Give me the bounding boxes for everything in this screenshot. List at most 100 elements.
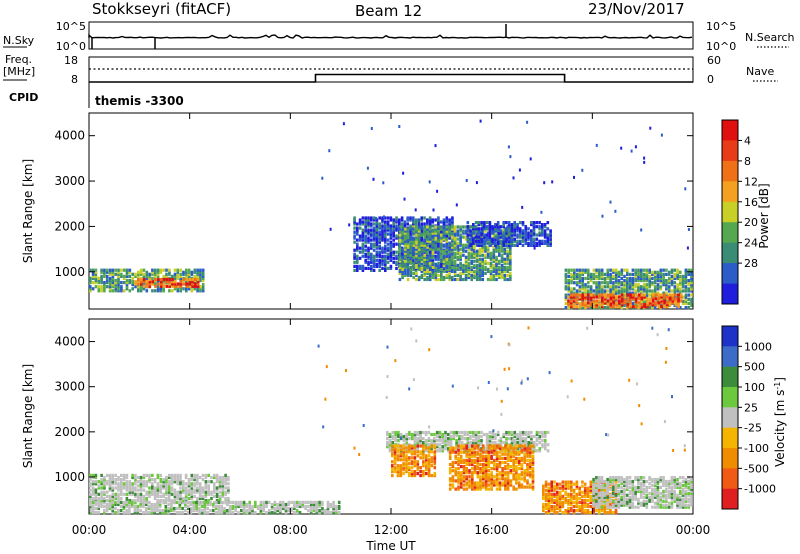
data-cell xyxy=(165,484,168,488)
data-cell xyxy=(378,258,381,262)
scatter-cell xyxy=(329,227,332,231)
data-cell xyxy=(512,485,515,489)
data-cell xyxy=(224,475,227,480)
data-cell xyxy=(108,270,112,274)
data-cell xyxy=(178,511,182,515)
data-cell xyxy=(206,500,209,504)
data-cell xyxy=(584,293,587,297)
data-cell xyxy=(307,509,310,513)
data-cell xyxy=(475,273,479,277)
data-cell xyxy=(209,509,212,513)
data-cell xyxy=(165,496,168,501)
data-cell xyxy=(410,452,414,456)
data-cell xyxy=(486,255,490,259)
data-cell xyxy=(587,295,590,299)
data-cell xyxy=(603,281,607,285)
data-cell xyxy=(475,243,479,247)
data-cell xyxy=(398,259,402,263)
data-cell xyxy=(454,446,457,450)
data-cell xyxy=(386,256,390,260)
data-cell xyxy=(386,248,390,252)
data-cell xyxy=(453,263,457,267)
data-cell xyxy=(356,258,359,262)
data-cell xyxy=(151,482,154,486)
data-cell xyxy=(315,500,319,504)
data-cell xyxy=(584,305,587,309)
data-cell xyxy=(448,218,451,222)
data-cell xyxy=(488,439,492,443)
data-cell xyxy=(128,504,131,509)
scatter-cell xyxy=(434,144,437,148)
data-cell xyxy=(128,500,131,504)
data-cell xyxy=(428,261,432,265)
data-cell xyxy=(524,235,528,239)
data-cell xyxy=(105,494,109,498)
data-cell xyxy=(394,430,397,435)
data-cell xyxy=(504,456,507,460)
data-cell xyxy=(468,452,471,456)
data-cell xyxy=(89,492,92,496)
data-cell xyxy=(393,446,397,450)
data-cell xyxy=(386,232,390,236)
data-cell xyxy=(125,272,129,276)
data-cell xyxy=(570,293,573,297)
data-cell xyxy=(570,295,573,299)
data-cell xyxy=(473,465,477,469)
data-cell xyxy=(204,475,208,480)
data-cell xyxy=(487,454,491,458)
data-cell xyxy=(451,227,454,231)
data-cell xyxy=(424,430,428,435)
data-cell xyxy=(426,263,429,267)
data-cell xyxy=(490,444,493,448)
data-cell xyxy=(100,281,103,285)
data-cell xyxy=(494,229,497,233)
data-cell xyxy=(187,488,191,492)
data-cell xyxy=(395,260,398,264)
data-cell xyxy=(501,460,504,465)
data-cell xyxy=(476,458,480,462)
data-cell xyxy=(422,470,425,474)
data-cell xyxy=(182,490,185,494)
data-cell xyxy=(538,225,541,229)
colorbar-tick-label: 24 xyxy=(744,237,758,250)
data-cell xyxy=(513,430,517,435)
data-cell xyxy=(137,285,140,289)
data-cell xyxy=(491,225,494,229)
data-cell xyxy=(273,509,277,513)
scatter-cell xyxy=(498,232,500,236)
data-cell xyxy=(402,439,406,443)
data-cell xyxy=(226,509,229,513)
data-cell xyxy=(139,482,143,486)
data-cell xyxy=(493,458,496,462)
data-cell xyxy=(148,274,151,278)
data-cell xyxy=(370,230,373,234)
data-cell xyxy=(171,277,174,282)
data-cell xyxy=(578,303,582,307)
data-cell xyxy=(427,454,431,458)
data-cell xyxy=(504,452,507,456)
data-cell xyxy=(492,249,496,253)
data-cell xyxy=(510,233,514,237)
data-cell xyxy=(495,255,498,259)
data-cell xyxy=(484,467,488,471)
data-cell xyxy=(626,289,629,293)
data-cell xyxy=(544,447,547,451)
data-cell xyxy=(428,257,432,261)
data-cell xyxy=(448,483,452,487)
data-cell xyxy=(413,434,417,439)
data-cell xyxy=(167,502,170,507)
data-cell xyxy=(606,299,610,303)
data-cell xyxy=(402,454,405,458)
data-cell xyxy=(459,251,462,255)
data-cell xyxy=(578,305,582,309)
data-cell xyxy=(474,239,478,243)
data-cell xyxy=(530,237,533,241)
data-cell xyxy=(131,272,134,276)
data-cell xyxy=(134,499,137,503)
data-cell xyxy=(100,499,103,503)
data-cell xyxy=(438,437,442,441)
data-cell xyxy=(372,260,376,264)
data-cell xyxy=(120,268,123,272)
data-cell xyxy=(564,297,568,301)
data-cell xyxy=(567,279,570,283)
